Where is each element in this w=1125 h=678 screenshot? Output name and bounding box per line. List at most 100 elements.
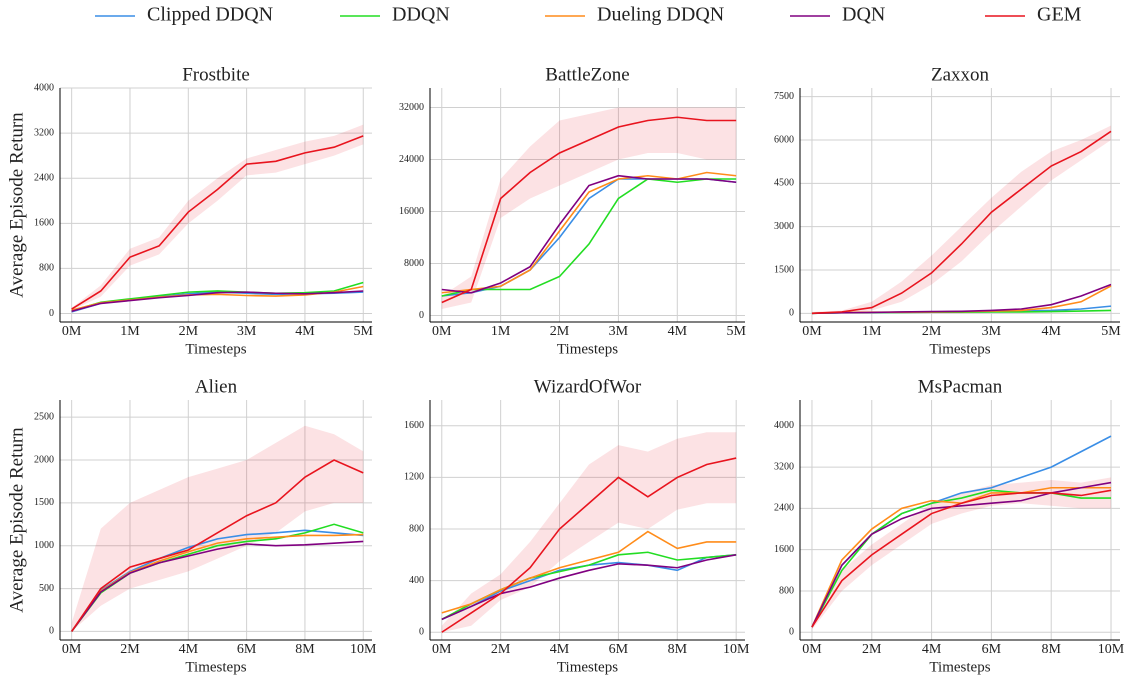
x-tick-label: 6M (609, 642, 629, 657)
x-tick-label: 8M (295, 642, 315, 657)
x-tick-label: 4M (550, 642, 570, 657)
x-tick-label: 2M (550, 324, 570, 339)
legend-label: Dueling DDQN (597, 4, 724, 26)
y-tick-label: 0 (789, 308, 794, 319)
confidence-band (441, 107, 737, 309)
y-axis-label: Average Episode Return (6, 112, 27, 298)
x-tick-label: 0M (432, 324, 452, 339)
y-tick-label: 4500 (774, 178, 794, 189)
x-tick-label: 0M (802, 324, 822, 339)
y-tick-label: 800 (39, 263, 54, 274)
series-line (811, 481, 1112, 628)
confidence-band (71, 124, 364, 311)
x-tick-label: 2M (179, 324, 199, 339)
y-tick-label: 32000 (399, 102, 424, 113)
y-tick-label: 2400 (774, 503, 794, 514)
x-tick-label: 5M (354, 324, 374, 339)
x-tick-label: 0M (432, 642, 452, 657)
x-tick-label: 1M (491, 324, 511, 339)
y-tick-label: 3200 (774, 461, 794, 472)
series-line (441, 457, 737, 633)
series-line (441, 554, 737, 621)
series-line (71, 281, 364, 312)
series-line (441, 174, 737, 294)
panel-title: BattleZone (545, 64, 629, 85)
panel-title: Frostbite (182, 64, 250, 85)
y-tick-label: 1500 (34, 497, 54, 508)
x-axis-label: Timesteps (557, 659, 618, 675)
x-tick-label: 0M (62, 642, 82, 657)
x-axis-label: Timesteps (185, 341, 246, 357)
y-tick-label: 4000 (774, 420, 794, 431)
y-tick-label: 1600 (404, 420, 424, 431)
x-axis-label: Timesteps (185, 659, 246, 675)
panel-title: MsPacman (918, 376, 1003, 397)
x-tick-label: 8M (1041, 642, 1061, 657)
y-tick-label: 4000 (34, 82, 54, 93)
x-axis-label: Timesteps (929, 659, 990, 675)
x-tick-label: 6M (237, 642, 257, 657)
x-tick-label: 4M (1041, 324, 1061, 339)
y-tick-label: 0 (49, 626, 54, 637)
y-tick-label: 1600 (34, 218, 54, 229)
series-line (811, 489, 1112, 628)
panel-title: Alien (195, 376, 238, 397)
series-line (71, 285, 364, 311)
x-tick-label: 10M (350, 642, 377, 657)
x-tick-label: 10M (1098, 642, 1125, 657)
y-tick-label: 1600 (774, 544, 794, 555)
x-tick-label: 8M (668, 642, 688, 657)
x-tick-label: 5M (726, 324, 746, 339)
y-tick-label: 24000 (399, 154, 424, 165)
x-axis-label: Timesteps (557, 341, 618, 357)
x-tick-label: 4M (922, 642, 942, 657)
x-tick-label: 3M (609, 324, 629, 339)
y-tick-label: 8000 (404, 258, 424, 269)
series-line (71, 459, 364, 632)
x-tick-label: 4M (179, 642, 199, 657)
panel-title: Zaxxon (931, 64, 990, 85)
y-tick-label: 0 (419, 310, 424, 321)
y-tick-label: 0 (419, 627, 424, 638)
legend-label: GEM (1037, 4, 1082, 26)
confidence-band (71, 425, 364, 632)
x-tick-label: 2M (120, 642, 140, 657)
series-line (811, 283, 1112, 315)
x-tick-label: 10M (723, 642, 750, 657)
y-tick-label: 16000 (399, 206, 424, 217)
series-line (441, 171, 737, 294)
confidence-band (811, 125, 1112, 314)
x-tick-label: 1M (862, 324, 882, 339)
series-line (811, 130, 1112, 315)
x-tick-label: 3M (982, 324, 1002, 339)
x-tick-label: 5M (1101, 324, 1121, 339)
x-tick-label: 1M (120, 324, 140, 339)
y-tick-label: 6000 (774, 134, 794, 145)
legend-label: DQN (842, 4, 885, 26)
panel-title: WizardOfWor (534, 376, 642, 397)
y-tick-label: 1500 (774, 264, 794, 275)
x-tick-label: 6M (982, 642, 1002, 657)
y-tick-label: 500 (39, 583, 54, 594)
y-tick-label: 0 (789, 627, 794, 638)
y-tick-label: 2000 (34, 454, 54, 465)
y-tick-label: 2400 (34, 173, 54, 184)
legend-label: DDQN (392, 4, 450, 26)
series-line (441, 530, 737, 614)
series-line (71, 540, 364, 632)
series-line (811, 489, 1112, 628)
y-tick-label: 800 (779, 585, 794, 596)
x-tick-label: 0M (802, 642, 822, 657)
x-tick-label: 2M (922, 324, 942, 339)
confidence-band (811, 477, 1112, 630)
y-tick-label: 3000 (774, 221, 794, 232)
y-tick-label: 7500 (774, 91, 794, 102)
x-axis-label: Timesteps (929, 341, 990, 357)
x-tick-label: 3M (237, 324, 257, 339)
series-line (71, 290, 364, 313)
y-tick-label: 800 (409, 523, 424, 534)
x-tick-label: 4M (668, 324, 688, 339)
y-tick-label: 400 (409, 575, 424, 586)
